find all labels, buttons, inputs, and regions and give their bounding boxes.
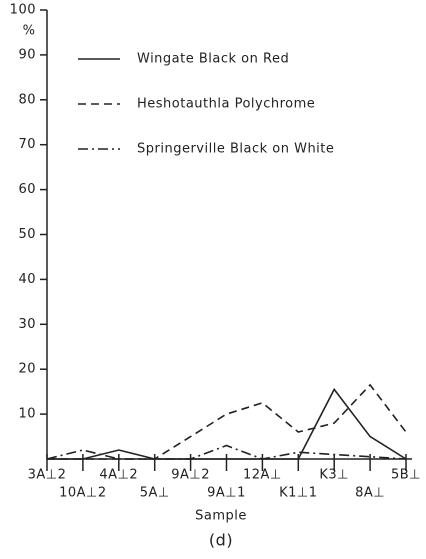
x-tick-label: 10A⊥2 (59, 486, 107, 501)
y-axis-label: % (23, 24, 36, 39)
x-tick-label: 4A⊥2 (99, 468, 138, 483)
x-tick-label: K1⊥1 (279, 486, 317, 501)
x-tick-label: 9A⊥2 (171, 468, 210, 483)
series-line (47, 387, 407, 460)
y-tick-label: 80 (18, 92, 36, 107)
x-tick-label: 9A⊥1 (207, 486, 246, 501)
x-tick-label: 5B⊥ (391, 468, 421, 483)
series-line (46, 444, 407, 460)
x-axis-label: Sample (195, 509, 247, 524)
y-tick-label: 70 (18, 137, 36, 152)
y-tick-label: 50 (18, 227, 36, 242)
legend-label: Wingate Black on Red (137, 52, 289, 67)
y-tick-label: 90 (18, 47, 36, 62)
x-tick-label: 8A⊥ (355, 486, 385, 501)
series-line (47, 383, 407, 460)
y-tick-label: 40 (18, 272, 36, 287)
x-tick-label: 3A⊥2 (28, 468, 67, 483)
legend-label: Heshotauthla Polychrome (137, 97, 315, 112)
legend-label: Springerville Black on White (137, 142, 334, 157)
x-tick-label: 12A⊥ (243, 468, 282, 483)
y-tick-label: 60 (18, 182, 36, 197)
y-tick-label: 30 (18, 317, 36, 332)
chart-title: (d) (209, 531, 233, 550)
x-tick-label: K3⊥ (319, 468, 349, 483)
x-tick-label: 5A⊥ (140, 486, 170, 501)
y-tick-label: 10 (18, 407, 36, 422)
y-tick-label: 20 (18, 362, 36, 377)
y-tick-label: 100 (10, 3, 36, 18)
